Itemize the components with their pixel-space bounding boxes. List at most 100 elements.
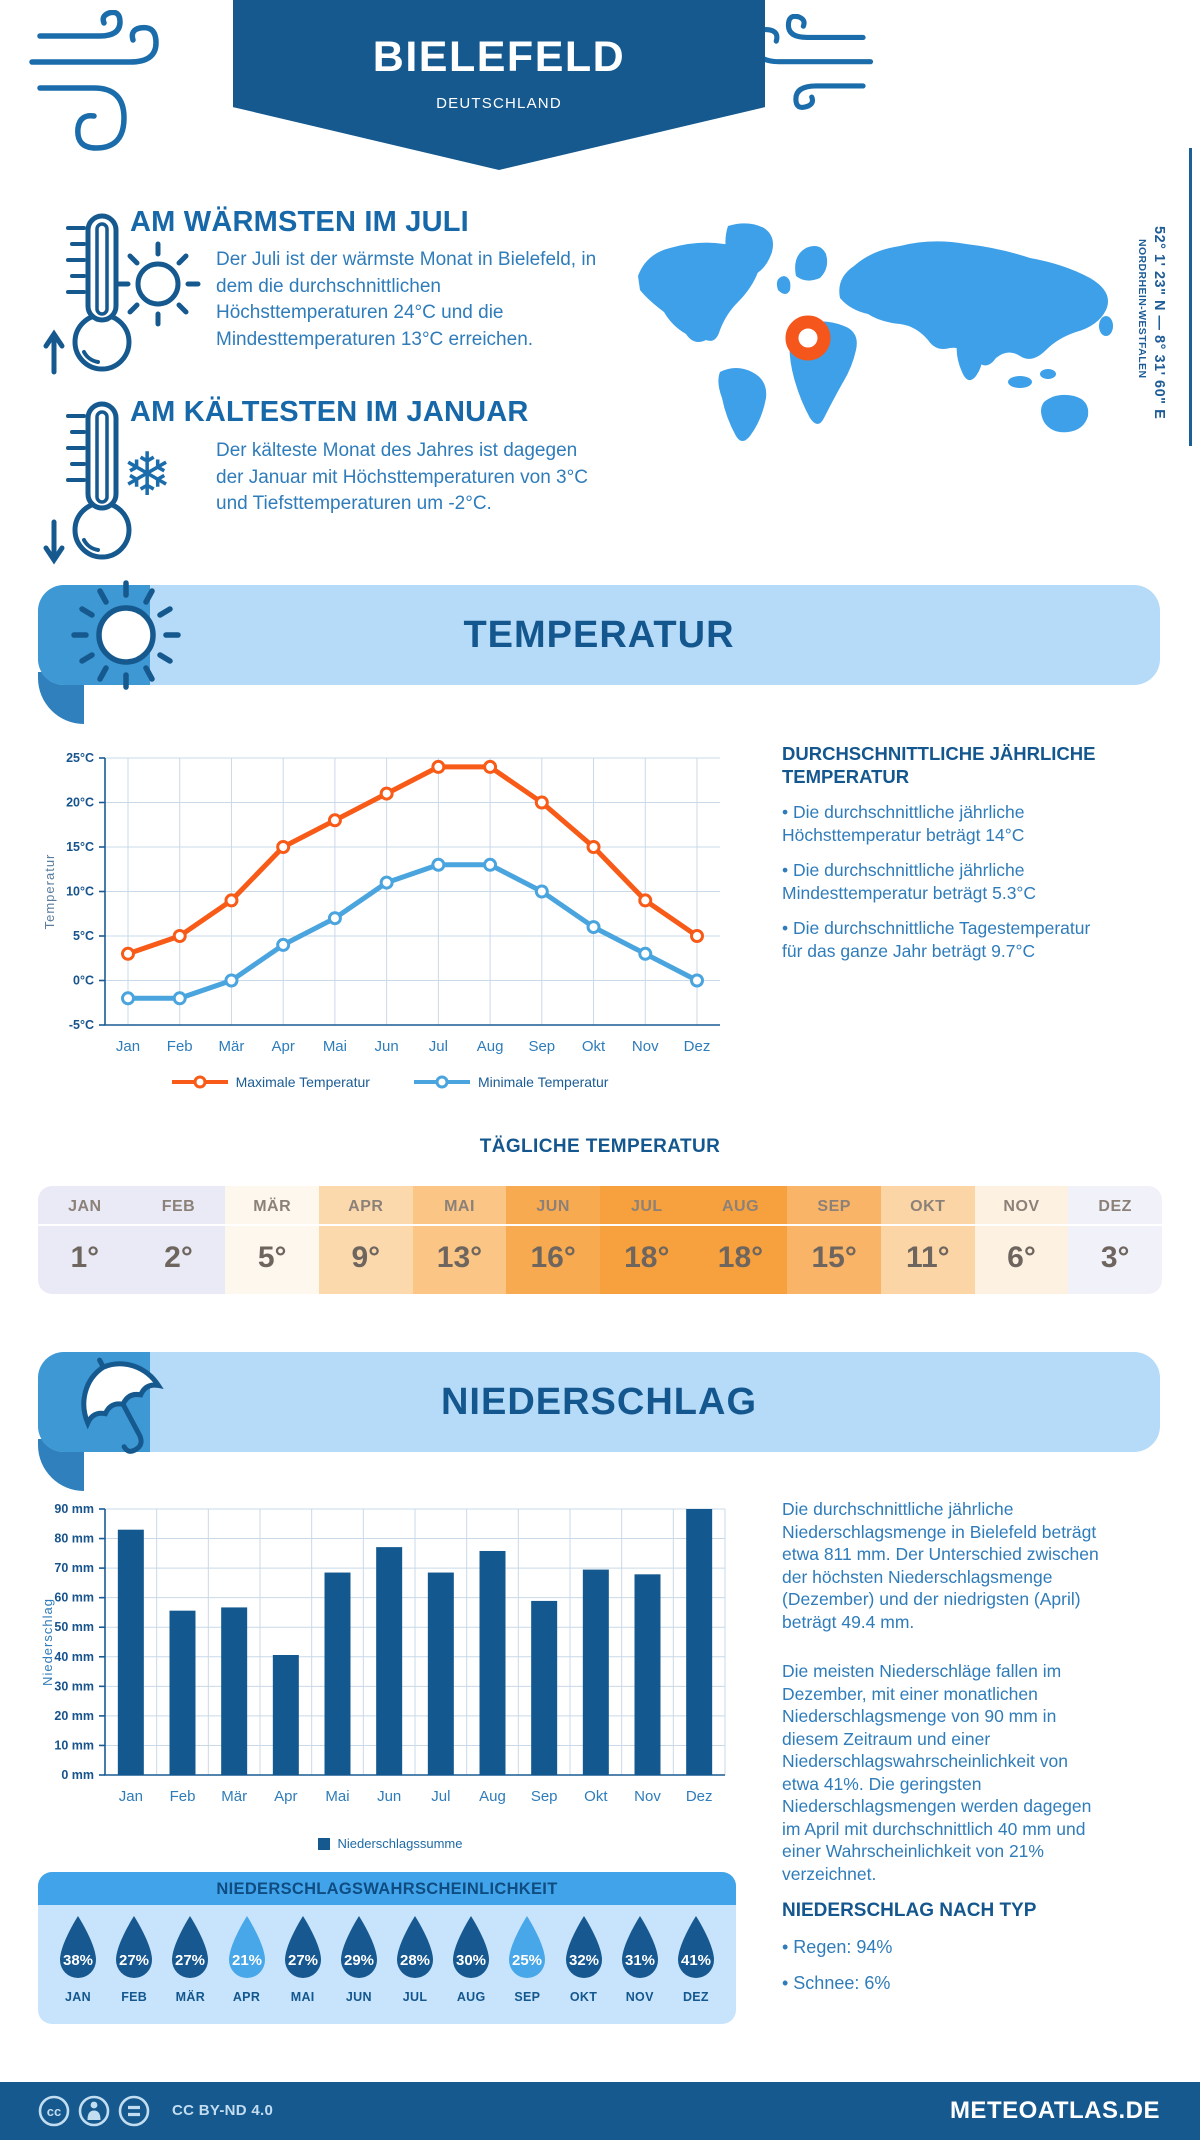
droplet-month-label: OKT: [569, 1990, 598, 2004]
continent-india: [956, 336, 983, 381]
svg-text:Nov: Nov: [632, 1038, 659, 1055]
continent-north-america: [638, 242, 761, 342]
droplet-month-label: SEP: [514, 1990, 541, 2004]
line-series: [121, 857, 704, 1006]
svg-text:70 mm: 70 mm: [54, 1561, 94, 1575]
droplet-month-label: FEB: [121, 1990, 148, 2004]
data-point: [690, 929, 704, 943]
bar: [117, 1529, 144, 1775]
svg-text:Jun: Jun: [375, 1038, 399, 1055]
daily-temp-month: AUG: [693, 1186, 788, 1226]
daily-temp-cell: AUG 18°: [693, 1186, 788, 1294]
daily-temp-cell: NOV 6°: [974, 1186, 1069, 1294]
bar: [272, 1655, 299, 1775]
daily-temp-cell: SEP 15°: [787, 1186, 881, 1294]
svg-text:30 mm: 30 mm: [54, 1679, 94, 1693]
precipitation-paragraph: Die durchschnittliche jährliche Niedersc…: [782, 1499, 1099, 1632]
daily-temperature-heading: TÄGLICHE TEMPERATUR: [479, 1136, 721, 1157]
data-point: [172, 929, 187, 943]
droplet-icon: 38%: [60, 1916, 96, 1978]
svg-text:15°C: 15°C: [66, 840, 94, 854]
droplet-icon: 29%: [340, 1916, 377, 1978]
x-axis-labels: Jan Feb Mär Apr Mai Jun Jul Aug Sep Okt Nov Dez: [116, 1038, 710, 1055]
continent-south-america: [718, 368, 767, 441]
daily-temp-month: JUN: [506, 1186, 600, 1226]
data-point: [534, 795, 549, 810]
data-point: [121, 991, 135, 1006]
annual-bullet: • Die durchschnittliche Tagestemperatur …: [782, 918, 1091, 961]
svg-text:41%: 41%: [681, 1952, 711, 1969]
probability-drop: 38% JAN: [52, 1914, 104, 2004]
droplet-month-label: APR: [232, 1990, 261, 2004]
daily-temp-cell: JUL 18°: [599, 1186, 694, 1294]
data-point: [327, 813, 342, 828]
svg-text:60 mm: 60 mm: [54, 1591, 94, 1605]
region-label: NORDRHEIN-WESTFALEN: [1136, 239, 1148, 379]
svg-text:Feb: Feb: [167, 1038, 193, 1055]
bar: [582, 1569, 609, 1775]
svg-text:32%: 32%: [569, 1952, 599, 1969]
bar: [376, 1547, 403, 1775]
data-point: [534, 884, 549, 899]
droplet-icon: 27%: [116, 1916, 153, 1978]
precipitation-type-heading: NIEDERSCHLAG NACH TYP: [782, 1900, 1037, 1921]
site-name: METEOATLAS.DE: [949, 2097, 1160, 2124]
svg-text:25%: 25%: [512, 1952, 542, 1969]
probability-drops: 38% JAN 27% FEB 27% MÄR 21% APR 27% MAI 29% JUN 28% J…: [38, 1905, 736, 2004]
droplet-month-label: JAN: [65, 1990, 91, 2004]
bar: [479, 1550, 506, 1775]
svg-text:-5°C: -5°C: [69, 1018, 94, 1032]
svg-text:Jul: Jul: [429, 1038, 448, 1055]
bar: [531, 1600, 558, 1775]
temperature-section-title: TEMPERATUR: [463, 614, 735, 656]
daily-temp-month: JAN: [38, 1186, 132, 1226]
data-point: [379, 875, 394, 890]
chart-grid: [104, 1508, 726, 1776]
probability-drop: 21% APR: [221, 1914, 273, 2004]
svg-text:Jun: Jun: [377, 1788, 401, 1805]
droplet-icon: 41%: [677, 1916, 714, 1978]
bar-series: [117, 1509, 713, 1775]
svg-text:40 mm: 40 mm: [54, 1650, 94, 1664]
data-point: [638, 893, 653, 908]
annual-summary-heading: DURCHSCHNITTLICHE JÄHRLICHE TEMPERATUR: [782, 743, 1096, 787]
y-axis-title: Temperatur: [42, 854, 57, 930]
bar: [221, 1607, 248, 1775]
daily-temp-value: 18°: [717, 1241, 764, 1274]
droplet-icon: 27%: [172, 1916, 209, 1978]
svg-text:10°C: 10°C: [66, 885, 94, 899]
svg-text:Apr: Apr: [272, 1038, 295, 1055]
svg-text:25°C: 25°C: [66, 751, 94, 765]
warmest-heading: AM WÄRMSTEN IM JULI: [130, 206, 469, 238]
probability-drop: 29% JUN: [333, 1914, 385, 2004]
bar: [427, 1572, 454, 1775]
wind-icon: [29, 10, 159, 151]
warmest-text: Der Juli ist der wärmste Monat in Bielef…: [216, 249, 597, 350]
precipitation-type-item: • Schnee: 6%: [782, 1973, 891, 1993]
droplet-icon: 25%: [509, 1916, 546, 1978]
svg-text:Mär: Mär: [219, 1038, 245, 1055]
svg-text:27%: 27%: [288, 1952, 318, 1969]
data-point: [276, 840, 291, 854]
coldest-text: Der kälteste Monat des Jahres ist dagege…: [216, 440, 588, 514]
droplet-month-label: MÄR: [175, 1990, 206, 2004]
daily-temp-cell: JUN 16°: [506, 1186, 600, 1294]
daily-temp-cell: MAI 13°: [412, 1186, 507, 1294]
daily-temp-value: 13°: [436, 1241, 483, 1274]
svg-text:20°C: 20°C: [66, 796, 94, 810]
temperature-chart: -5°C 0°C 5°C 10°C 15°C 20°C 25°C Jan Feb Mär Apr Ma…: [40, 740, 740, 1065]
daily-temp-cell: MÄR 5°: [225, 1186, 319, 1294]
data-point: [638, 946, 653, 961]
data-point: [224, 973, 239, 988]
droplet-icon: 21%: [228, 1916, 265, 1978]
daily-temperature-table: JAN 1° FEB 2° MÄR 5° APR 9° MAI 13° JUN 16° JUL 18° AU…: [38, 1186, 1162, 1294]
probability-drop: 30% AUG: [445, 1914, 497, 2004]
precipitation-probability-panel: NIEDERSCHLAGSWAHRSCHEINLICHKEIT 38% JAN 27…: [38, 1872, 736, 2024]
precipitation-summary: Die durchschnittliche jährliche Niedersc…: [782, 1498, 1174, 1885]
svg-text:Apr: Apr: [274, 1788, 297, 1805]
svg-text:Jan: Jan: [119, 1788, 143, 1805]
daily-temp-month: MÄR: [225, 1186, 319, 1226]
data-point: [586, 920, 601, 935]
droplet-month-label: NOV: [625, 1990, 654, 2004]
droplet-month-label: JUL: [402, 1990, 428, 2004]
